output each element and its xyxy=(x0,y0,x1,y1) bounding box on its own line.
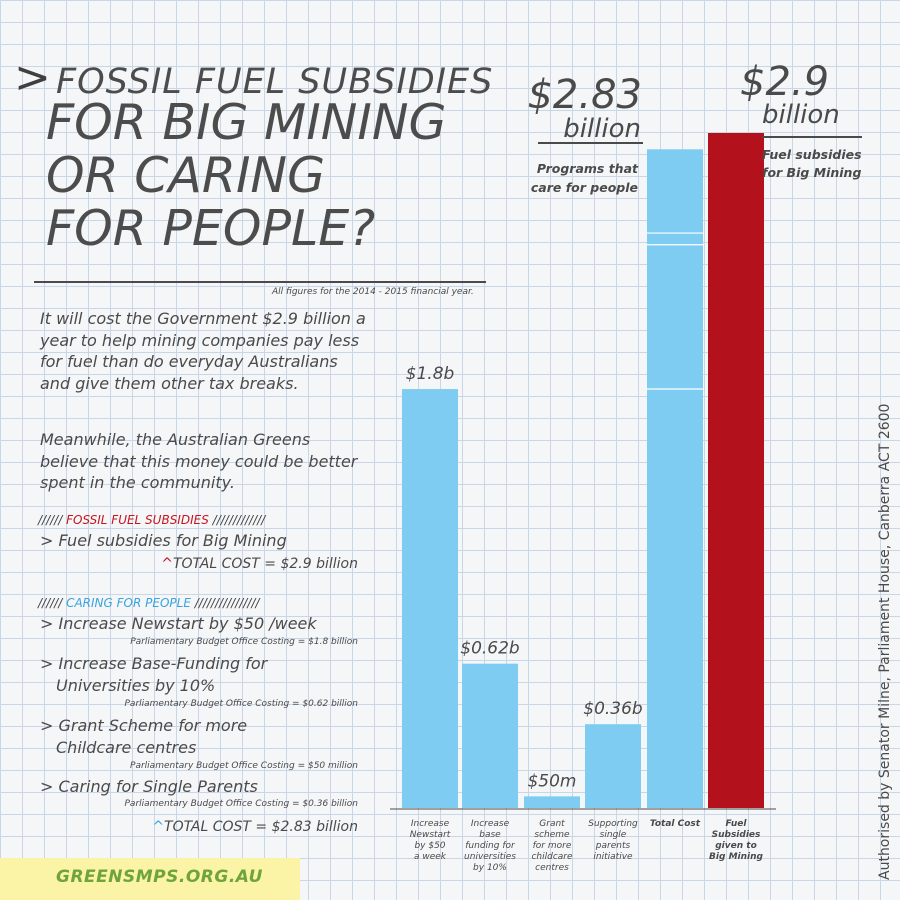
title-lines: FOR BIG MINING OR CARING FOR PEOPLE? xyxy=(46,96,446,255)
bar-3-category-label: centres xyxy=(535,863,569,873)
bar-5-category-label: Total Cost xyxy=(650,819,701,829)
bar-1 xyxy=(402,389,458,808)
fossil-total: ^TOTAL COST = $2.9 billion xyxy=(161,556,358,572)
big-value-labels: $2.83 billion Programs that care for peo… xyxy=(527,59,862,195)
bar-3-category-label: for more xyxy=(533,841,572,851)
caring-item-2: > Increase Base-Funding for xyxy=(40,654,268,673)
bar-2-category-label: funding for xyxy=(465,841,516,851)
bar-6-category-label: Subsidies xyxy=(712,830,761,840)
caring-item-1-costing: Parliamentary Budget Office Costing = $1… xyxy=(130,637,358,647)
bar-4-category-label: single xyxy=(600,830,627,840)
website-banner xyxy=(0,858,300,900)
bar-2-category-label: by 10% xyxy=(473,863,507,873)
title-line-3: OR CARING xyxy=(46,147,326,204)
fossil-section-heading: ////// FOSSIL FUEL SUBSIDIES ///////////… xyxy=(38,513,265,527)
fuel-total-value: $2.9 xyxy=(740,59,829,105)
title-line-1: FOSSIL FUEL SUBSIDIES xyxy=(56,62,494,102)
bar-3-category-label: Grant xyxy=(539,819,565,829)
fuel-total-unit: billion xyxy=(762,100,840,130)
fuel-caption-2: for Big Mining xyxy=(762,165,861,180)
caret-icon: ^ xyxy=(161,556,173,572)
bar-1-value-label: $1.8b xyxy=(406,364,455,384)
caring-total: ^TOTAL COST = $2.83 billion xyxy=(152,819,358,835)
greens-paragraph: Meanwhile, the Australian Greens believe… xyxy=(40,430,358,492)
slash-divider: ///////////// xyxy=(212,513,266,527)
caring-item-3-costing: Parliamentary Budget Office Costing = $5… xyxy=(130,761,358,771)
caret-icon: ^ xyxy=(152,819,165,835)
caring-item-4: > Caring for Single Parents xyxy=(40,777,258,796)
bar-1-category-label: by $50 xyxy=(414,841,445,851)
slash-divider: ////// xyxy=(38,596,63,610)
bar-4-category-label: initiative xyxy=(593,852,633,862)
intro-paragraph: It will cost the Government $2.9 billion… xyxy=(40,309,366,393)
caring-total-text: TOTAL COST = $2.83 billion xyxy=(164,819,358,835)
bar-3-category-label: childcare xyxy=(531,852,573,862)
bar-1-category-label: Newstart xyxy=(410,830,451,840)
bar-4-category-label: Supporting xyxy=(588,819,638,829)
care-caption-2: care for people xyxy=(531,180,638,195)
bar-1-category-label: Increase xyxy=(411,819,450,829)
caring-item-1: > Increase Newstart by $50 /week xyxy=(40,614,317,633)
fuel-caption-1: Fuel subsidies xyxy=(762,147,862,162)
caring-item-4-costing: Parliamentary Budget Office Costing = $0… xyxy=(124,799,359,809)
bar-6-category-label: Big Mining xyxy=(709,852,763,862)
bar-4 xyxy=(585,724,641,808)
bar-1-category-label: a week xyxy=(414,852,447,862)
title-line-4: FOR PEOPLE? xyxy=(46,200,376,257)
website-link[interactable]: GREENSMPS.ORG.AU xyxy=(56,867,263,887)
bar-3-value-label: $50m xyxy=(527,771,576,791)
bar-6 xyxy=(708,133,764,808)
bar-2-category-label: universities xyxy=(464,852,516,862)
care-total-unit: billion xyxy=(563,114,641,144)
fossil-item: > Fuel subsidies for Big Mining xyxy=(40,531,287,550)
caring-item-3-line-2: Childcare centres xyxy=(56,738,197,757)
footnote: All figures for the 2014 - 2015 financia… xyxy=(272,287,474,297)
bar-2-category-label: base xyxy=(479,830,501,840)
title-arrow: > xyxy=(14,52,51,103)
bar-4-category-label: parents xyxy=(595,841,631,851)
caring-heading-label: CARING FOR PEOPLE xyxy=(66,596,191,610)
fossil-total-text: TOTAL COST = $2.9 billion xyxy=(172,556,358,572)
bar-6-category-label: Fuel xyxy=(726,819,748,829)
caring-item-2-costing: Parliamentary Budget Office Costing = $0… xyxy=(124,699,359,709)
bar-6-category-label: given to xyxy=(715,841,757,851)
fossil-heading-label: FOSSIL FUEL SUBSIDIES xyxy=(66,513,209,527)
title-line-2: FOR BIG MINING xyxy=(46,94,447,151)
caring-section-heading: ////// CARING FOR PEOPLE ///////////////… xyxy=(38,596,259,610)
slash-divider: //////////////// xyxy=(194,596,260,610)
slash-divider: ////// xyxy=(38,513,63,527)
care-total-value: $2.83 xyxy=(527,72,642,118)
caring-item-3: > Grant Scheme for more xyxy=(40,716,248,735)
bar-2 xyxy=(462,663,518,808)
care-caption-1: Programs that xyxy=(537,161,639,176)
bar-3-category-label: scheme xyxy=(534,830,570,840)
bar-2-value-label: $0.62b xyxy=(460,639,519,659)
title-rule xyxy=(34,281,486,283)
caring-item-2-line-2: Universities by 10% xyxy=(56,676,216,695)
bar-3 xyxy=(524,796,580,808)
bar-5 xyxy=(647,149,703,809)
bar-2-category-label: Increase xyxy=(471,819,510,829)
bar-4-value-label: $0.36b xyxy=(583,699,642,719)
